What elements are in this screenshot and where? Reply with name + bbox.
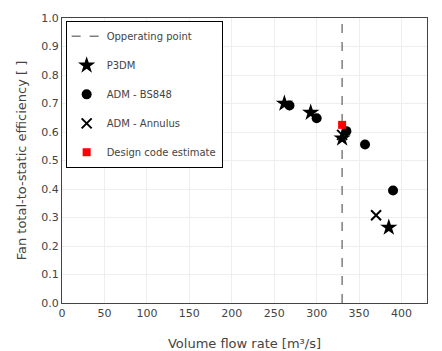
svg-text:150: 150: [179, 307, 200, 320]
svg-text:0.8: 0.8: [41, 69, 59, 82]
svg-text:0.3: 0.3: [41, 211, 59, 224]
svg-text:0: 0: [59, 307, 66, 320]
svg-text:0.9: 0.9: [41, 40, 59, 53]
svg-text:1.0: 1.0: [41, 12, 59, 25]
svg-text:ADM - Annulus: ADM - Annulus: [107, 118, 180, 129]
svg-text:350: 350: [349, 307, 370, 320]
svg-text:250: 250: [264, 307, 285, 320]
svg-text:0.6: 0.6: [41, 126, 59, 139]
svg-text:200: 200: [221, 307, 242, 320]
svg-text:0.0: 0.0: [41, 297, 59, 310]
svg-text:300: 300: [306, 307, 327, 320]
svg-text:100: 100: [136, 307, 157, 320]
svg-text:P3DM: P3DM: [107, 60, 136, 71]
svg-text:0.1: 0.1: [41, 268, 59, 281]
svg-text:0.7: 0.7: [41, 97, 59, 110]
svg-text:400: 400: [391, 307, 412, 320]
svg-text:Design code estimate: Design code estimate: [107, 147, 216, 158]
svg-text:0.5: 0.5: [41, 154, 59, 167]
svg-text:ADM - BS848: ADM - BS848: [107, 89, 172, 100]
svg-text:50: 50: [97, 307, 111, 320]
svg-text:Fan total-to-static efficiency: Fan total-to-static efficiency [ ]: [14, 61, 29, 261]
svg-text:0.4: 0.4: [41, 183, 59, 196]
svg-text:Volume flow rate [m³/s]: Volume flow rate [m³/s]: [168, 336, 321, 351]
svg-text:0.2: 0.2: [41, 240, 59, 253]
svg-text:Opperating point: Opperating point: [107, 31, 192, 42]
